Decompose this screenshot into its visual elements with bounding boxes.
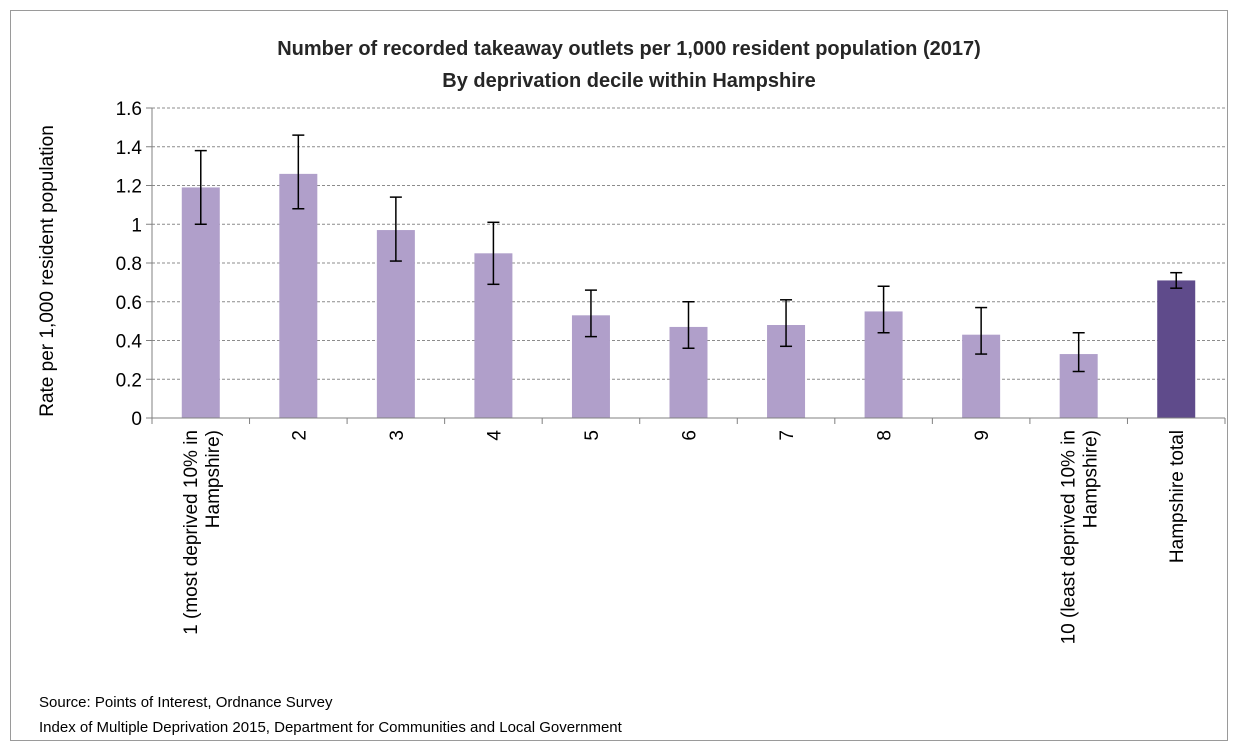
error-bar — [584, 289, 597, 338]
y-tick-label: 0.4 — [116, 332, 143, 353]
error-bar — [487, 221, 500, 286]
y-tick-label: 1.6 — [116, 99, 142, 120]
chart-frame: Number of recorded takeaway outlets per … — [10, 10, 1228, 741]
chart-title: Number of recorded takeaway outlets per … — [277, 38, 981, 60]
y-tick-labels: 0 0.2 0.4 0.6 0.8 1 1.2 1.4 1.6 — [116, 99, 143, 430]
y-tick-label: 0.6 — [116, 293, 142, 314]
source-line-2: Index of Multiple Deprivation 2015, Depa… — [39, 719, 622, 736]
x-tick-label: 9 — [972, 430, 993, 441]
source-line-1: Source: Points of Interest, Ordnance Sur… — [39, 694, 333, 711]
x-tick-label-line: 8 — [875, 430, 896, 441]
x-tick-label: 4 — [484, 430, 505, 441]
x-tick-label-line: 6 — [680, 430, 701, 441]
x-tick-label-line: 9 — [972, 430, 993, 441]
chart-subtitle: By deprivation decile within Hampshire — [442, 70, 815, 92]
error-bars — [194, 134, 1183, 373]
x-tick-label-line: Hampshire total — [1167, 430, 1188, 563]
bar — [1157, 280, 1196, 418]
x-tick-label: 8 — [875, 430, 896, 441]
y-tick-label: 0.2 — [116, 370, 142, 391]
x-tick-label-line: Hampshire) — [1081, 430, 1102, 528]
y-tick-label: 1.2 — [116, 177, 142, 198]
error-bar — [877, 285, 890, 334]
x-tick-label-line: 3 — [387, 430, 408, 441]
x-tick-label: 6 — [680, 430, 701, 441]
x-tick-label: 10 (least deprived 10% in Hampshire) — [1059, 430, 1102, 644]
error-bar — [194, 149, 207, 225]
x-tick-label: 3 — [387, 430, 408, 441]
error-bar — [1072, 332, 1085, 373]
error-bar — [389, 196, 402, 262]
x-tick-label-line: 4 — [484, 430, 505, 441]
error-bar — [780, 299, 793, 348]
error-bar — [1170, 271, 1183, 289]
axes — [146, 107, 1226, 424]
chart-svg: Number of recorded takeaway outlets per … — [37, 38, 1226, 645]
error-bar — [292, 134, 305, 210]
x-tick-label-line: 10 (least deprived 10% in — [1059, 430, 1080, 644]
y-tick-label: 0 — [131, 409, 142, 430]
y-tick-label: 0.8 — [116, 254, 142, 275]
x-tick-label-line: 7 — [777, 430, 798, 441]
x-tick-label: 5 — [582, 430, 603, 441]
x-tick-labels: 1 (most deprived 10% in Hampshire) 2 3 4 5 6 7 8… — [181, 430, 1188, 645]
y-tick-label: 1 — [131, 215, 142, 236]
x-tick-label: 1 (most deprived 10% in Hampshire) — [181, 430, 224, 635]
x-tick-label-line: 2 — [289, 430, 310, 441]
bar — [181, 187, 220, 418]
x-tick-label: 2 — [289, 430, 310, 441]
error-bar — [682, 301, 695, 349]
x-tick-label-line: Hampshire) — [203, 430, 224, 528]
x-tick-label: Hampshire total — [1167, 430, 1188, 563]
bar — [279, 173, 318, 418]
x-tick-label-line: 1 (most deprived 10% in — [181, 430, 202, 635]
x-tick-label-line: 5 — [582, 430, 603, 441]
y-axis-label: Rate per 1,000 resident population — [37, 125, 58, 417]
x-tick-label: 7 — [777, 430, 798, 441]
y-tick-label: 1.4 — [116, 138, 143, 159]
error-bar — [975, 306, 988, 355]
bars — [181, 173, 1196, 418]
